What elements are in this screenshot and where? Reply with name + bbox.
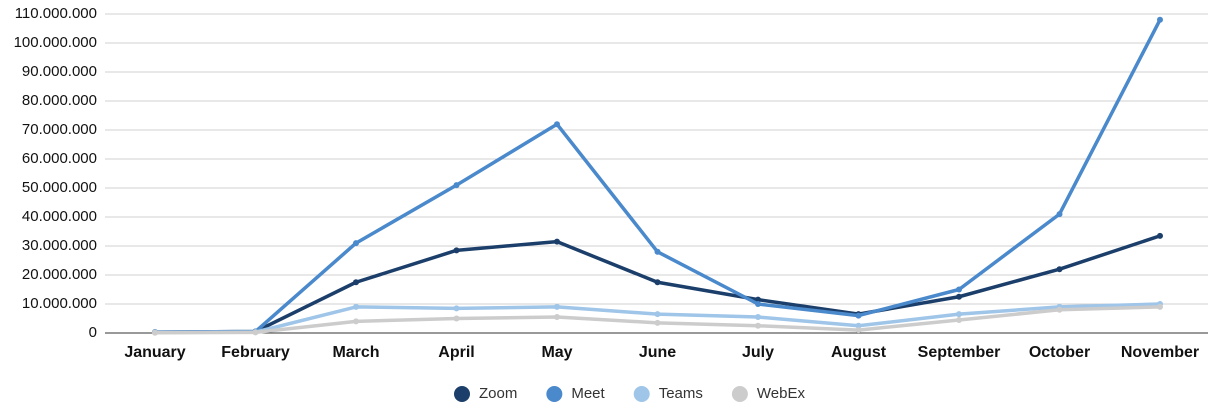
x-tick-label: September	[918, 344, 1001, 361]
data-point	[453, 305, 460, 312]
data-point	[956, 286, 962, 293]
data-point	[855, 327, 862, 334]
data-point	[453, 182, 460, 189]
legend-label: Teams	[659, 385, 703, 402]
data-point	[755, 314, 761, 321]
x-tick-label: June	[639, 344, 676, 361]
y-tick-label: 70.000.000	[22, 121, 97, 138]
data-point	[956, 311, 962, 318]
legend-marker	[546, 386, 563, 402]
x-tick-label: February	[221, 344, 290, 361]
data-point	[353, 240, 359, 247]
legend-label: Zoom	[479, 385, 517, 402]
data-point	[1157, 303, 1163, 310]
series-line	[154, 18, 1162, 334]
data-point	[353, 318, 359, 325]
y-tick-label: 110.000.000	[15, 5, 97, 22]
y-tick-label: 100.000.000	[14, 34, 97, 51]
data-point	[1056, 211, 1063, 218]
y-tick-label: 0	[89, 324, 97, 341]
x-tick-label: May	[541, 344, 572, 361]
data-point	[453, 315, 460, 322]
data-point	[755, 322, 761, 329]
x-tick-label: April	[438, 344, 474, 361]
data-point	[152, 329, 158, 336]
data-point	[654, 311, 661, 318]
legend-label: Meet	[571, 385, 605, 402]
y-tick-label: 90.000.000	[22, 63, 97, 80]
y-tick-label: 40.000.000	[22, 208, 97, 225]
data-point	[1157, 232, 1163, 239]
y-tick-label: 10.000.000	[22, 295, 97, 312]
data-point	[1157, 16, 1163, 23]
y-tick-label: 50.000.000	[22, 179, 97, 196]
x-tick-label: January	[124, 344, 185, 361]
data-point	[956, 293, 962, 300]
data-point	[1056, 306, 1063, 313]
legend-marker	[454, 386, 470, 402]
data-point	[855, 322, 862, 329]
data-point	[654, 319, 661, 326]
data-point	[252, 329, 259, 336]
data-point	[755, 301, 761, 307]
x-tick-label: March	[332, 344, 379, 361]
data-point	[654, 279, 661, 286]
data-point	[353, 279, 359, 286]
data-point	[654, 248, 661, 255]
data-point	[554, 238, 560, 245]
y-tick-label: 60.000.000	[22, 150, 97, 167]
x-tick-label: August	[831, 344, 887, 361]
data-point	[453, 247, 460, 254]
legend-label: WebEx	[757, 385, 806, 402]
x-tick-label: November	[1121, 344, 1199, 361]
data-point	[755, 296, 761, 303]
y-tick-label: 20.000.000	[22, 266, 97, 283]
data-point	[554, 121, 560, 128]
x-tick-label: October	[1029, 344, 1090, 361]
data-point	[956, 316, 962, 323]
y-tick-label: 30.000.000	[22, 237, 97, 254]
data-point	[855, 312, 862, 319]
data-point	[1056, 266, 1063, 273]
data-point	[554, 314, 560, 321]
data-point	[554, 303, 560, 310]
x-tick-label: July	[742, 344, 774, 361]
legend-marker	[731, 386, 748, 402]
data-point	[353, 303, 359, 310]
legend-marker	[633, 386, 650, 402]
y-tick-label: 80.000.000	[22, 92, 97, 109]
